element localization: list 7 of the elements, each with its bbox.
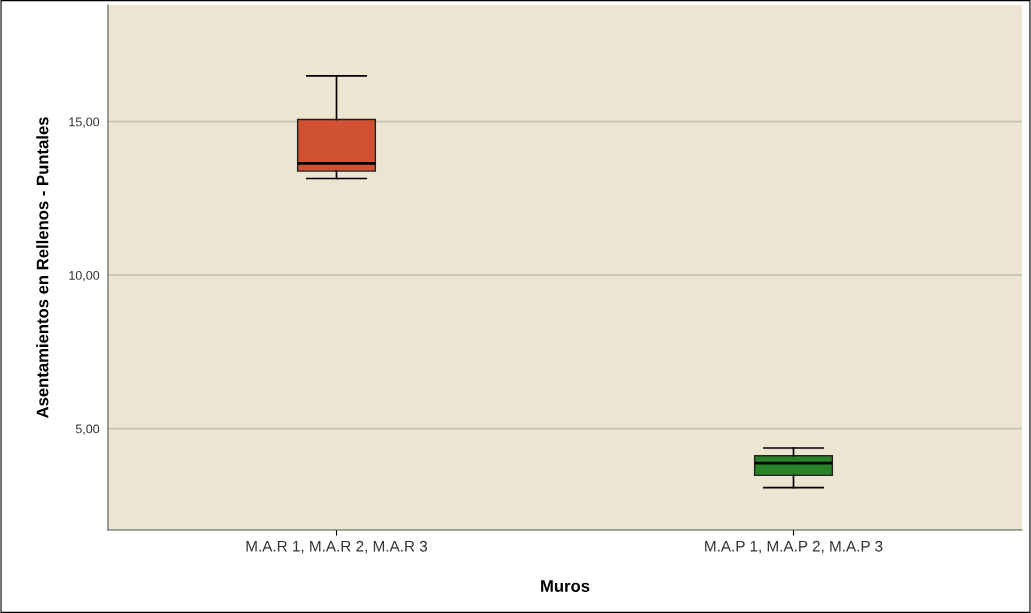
y-tick-label: 5,00 [75, 424, 100, 435]
x-tick-label: M.A.P 1, M.A.P 2, M.A.P 3 [705, 540, 883, 554]
y-tick-label: 15,00 [69, 117, 100, 128]
x-tick-label: M.A.R 1, M.A.R 2, M.A.R 3 [246, 540, 428, 554]
x-axis-title: Muros [541, 580, 590, 592]
y-tick-label: 10,00 [69, 270, 100, 282]
y-axis-title: Asentamientos en Rellenos - Puntales [36, 117, 49, 419]
